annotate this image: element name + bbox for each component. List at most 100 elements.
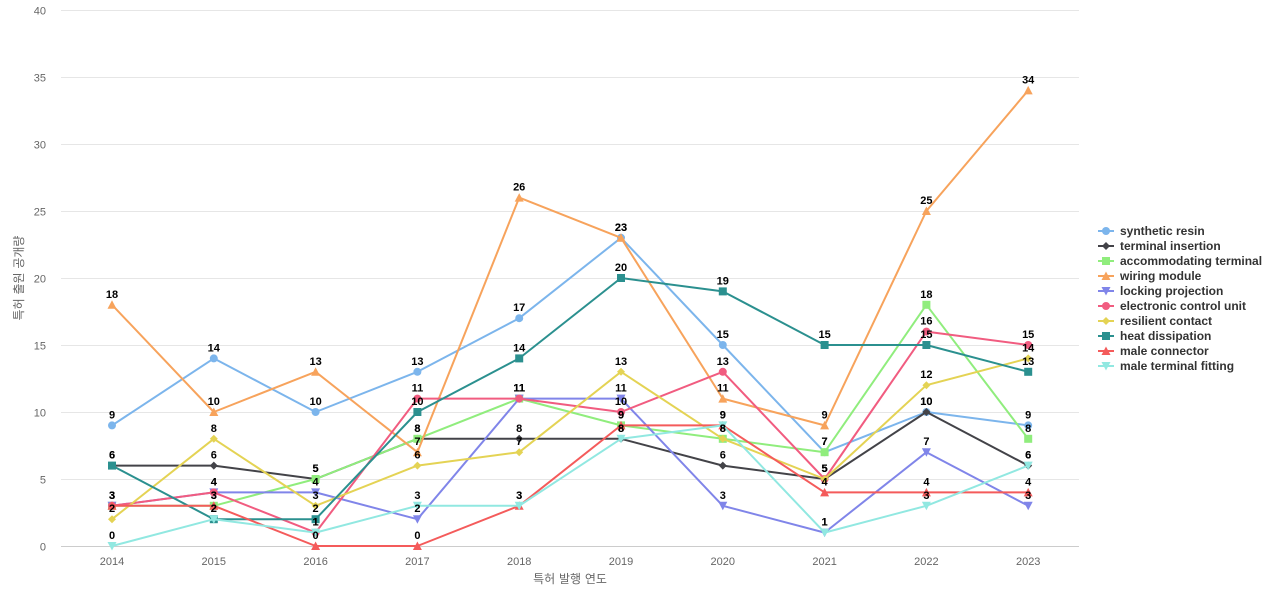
data-point-heat-dissipation[interactable] — [413, 408, 422, 416]
data-point-male-terminal-fitting[interactable] — [209, 515, 219, 524]
data-point-wiring-module[interactable] — [1023, 85, 1033, 95]
data-point-male-connector[interactable] — [1023, 487, 1033, 497]
legend-symbol-male-connector[interactable] — [1101, 346, 1111, 356]
legend-item-terminal-insertion[interactable]: terminal insertion — [1098, 239, 1221, 253]
data-point-locking-projection[interactable] — [921, 448, 931, 457]
data-point-synthetic-resin[interactable] — [718, 341, 727, 349]
data-point-male-connector[interactable] — [616, 420, 626, 430]
data-point-male-terminal-fitting[interactable] — [616, 434, 626, 444]
data-point-resilient-contact[interactable] — [1024, 354, 1033, 363]
data-point-accommodating-terminal[interactable] — [311, 475, 320, 483]
data-point-locking-projection[interactable] — [616, 394, 626, 404]
data-point-heat-dissipation[interactable] — [311, 515, 320, 524]
data-point-accommodating-terminal[interactable] — [922, 300, 931, 309]
data-point-electronic-control-unit[interactable] — [413, 394, 422, 403]
legend-symbol-resilient-contact[interactable] — [1102, 317, 1110, 325]
data-point-resilient-contact[interactable] — [209, 434, 218, 443]
legend-item-heat-dissipation[interactable]: heat dissipation — [1098, 329, 1211, 343]
data-point-terminal-insertion[interactable] — [718, 461, 727, 470]
legend-item-synthetic-resin[interactable]: synthetic resin — [1098, 224, 1205, 238]
data-point-synthetic-resin[interactable] — [108, 421, 116, 430]
data-point-synthetic-resin[interactable] — [209, 354, 218, 363]
data-point-resilient-contact[interactable] — [515, 448, 524, 457]
data-point-electronic-control-unit[interactable] — [617, 408, 625, 416]
data-point-terminal-insertion[interactable] — [922, 408, 931, 416]
data-point-male-terminal-fitting[interactable] — [921, 501, 931, 511]
data-point-electronic-control-unit[interactable] — [922, 327, 931, 336]
data-point-male-connector[interactable] — [820, 487, 830, 497]
legend-item-male-connector[interactable]: male connector — [1098, 344, 1209, 358]
data-label-electronic-control-unit: 13 — [717, 356, 729, 368]
legend-symbol-heat-dissipation[interactable] — [1102, 332, 1110, 340]
data-point-male-terminal-fitting[interactable] — [311, 528, 321, 538]
data-point-heat-dissipation[interactable] — [1024, 367, 1033, 376]
data-point-heat-dissipation[interactable] — [922, 341, 931, 349]
data-point-locking-projection[interactable] — [1023, 501, 1033, 511]
data-point-resilient-contact[interactable] — [108, 515, 116, 524]
data-point-electronic-control-unit[interactable] — [718, 367, 727, 376]
data-point-male-connector[interactable] — [921, 487, 931, 497]
data-point-synthetic-resin[interactable] — [1024, 421, 1033, 430]
data-label-accommodating-terminal: 3 — [211, 490, 217, 502]
data-point-locking-projection[interactable] — [718, 501, 728, 511]
legend-symbol-synthetic-resin[interactable] — [1102, 227, 1110, 235]
data-point-male-connector[interactable] — [107, 501, 117, 510]
data-point-resilient-contact[interactable] — [413, 461, 422, 470]
legend-symbol-male-terminal-fitting[interactable] — [1101, 362, 1111, 371]
data-point-wiring-module[interactable] — [820, 420, 830, 430]
data-point-male-connector[interactable] — [311, 541, 321, 551]
data-point-male-terminal-fitting[interactable] — [1023, 461, 1033, 471]
data-point-male-terminal-fitting[interactable] — [412, 501, 422, 511]
data-point-accommodating-terminal[interactable] — [820, 448, 829, 457]
data-point-terminal-insertion[interactable] — [209, 461, 218, 470]
data-point-locking-projection[interactable] — [311, 488, 321, 497]
data-point-male-terminal-fitting[interactable] — [820, 528, 830, 538]
data-point-synthetic-resin[interactable] — [515, 314, 524, 323]
data-point-wiring-module[interactable] — [616, 233, 626, 242]
data-point-resilient-contact[interactable] — [718, 434, 727, 443]
data-point-terminal-insertion[interactable] — [515, 434, 524, 443]
data-point-wiring-module[interactable] — [412, 447, 422, 457]
legend-item-locking-projection[interactable]: locking projection — [1098, 284, 1223, 298]
legend-item-resilient-contact[interactable]: resilient contact — [1098, 314, 1212, 328]
data-point-resilient-contact[interactable] — [820, 475, 829, 483]
data-point-male-terminal-fitting[interactable] — [514, 501, 524, 511]
data-point-electronic-control-unit[interactable] — [515, 394, 524, 403]
data-label-locking-projection: 2 — [414, 503, 420, 515]
data-point-heat-dissipation[interactable] — [820, 341, 829, 349]
data-point-wiring-module[interactable] — [209, 407, 219, 417]
data-point-heat-dissipation[interactable] — [108, 461, 116, 470]
data-point-accommodating-terminal[interactable] — [413, 434, 422, 443]
data-point-wiring-module[interactable] — [718, 394, 728, 403]
y-tick-label: 10 — [34, 408, 46, 420]
legend-symbol-terminal-insertion[interactable] — [1102, 242, 1110, 250]
data-point-wiring-module[interactable] — [514, 193, 524, 202]
data-point-male-connector[interactable] — [412, 541, 422, 551]
data-point-resilient-contact[interactable] — [311, 501, 320, 510]
legend-item-male-terminal-fitting[interactable]: male terminal fitting — [1098, 359, 1234, 373]
data-point-electronic-control-unit[interactable] — [209, 488, 218, 497]
data-point-resilient-contact[interactable] — [617, 367, 625, 376]
data-point-male-terminal-fitting[interactable] — [718, 421, 728, 430]
data-point-wiring-module[interactable] — [921, 206, 931, 216]
legend-symbol-locking-projection[interactable] — [1101, 287, 1111, 296]
data-point-heat-dissipation[interactable] — [617, 274, 625, 282]
data-point-synthetic-resin[interactable] — [311, 408, 320, 416]
data-point-heat-dissipation[interactable] — [515, 354, 524, 363]
legend-symbol-electronic-control-unit[interactable] — [1102, 302, 1110, 310]
legend-item-wiring-module[interactable]: wiring module — [1098, 269, 1202, 283]
legend-symbol-wiring-module[interactable] — [1101, 271, 1111, 281]
legend-item-electronic-control-unit[interactable]: electronic control unit — [1098, 299, 1246, 313]
data-point-accommodating-terminal[interactable] — [1024, 434, 1033, 443]
data-point-male-terminal-fitting[interactable] — [107, 542, 117, 551]
data-point-resilient-contact[interactable] — [922, 381, 931, 390]
data-point-synthetic-resin[interactable] — [413, 367, 422, 376]
data-point-locking-projection[interactable] — [412, 515, 422, 524]
data-point-electronic-control-unit[interactable] — [1024, 341, 1033, 349]
data-point-male-connector[interactable] — [209, 501, 219, 510]
data-point-wiring-module[interactable] — [311, 367, 321, 376]
legend-symbol-accommodating-terminal[interactable] — [1102, 257, 1110, 265]
legend-item-accommodating-terminal[interactable]: accommodating terminal — [1098, 254, 1262, 268]
data-point-wiring-module[interactable] — [107, 300, 117, 309]
data-point-heat-dissipation[interactable] — [718, 287, 727, 296]
